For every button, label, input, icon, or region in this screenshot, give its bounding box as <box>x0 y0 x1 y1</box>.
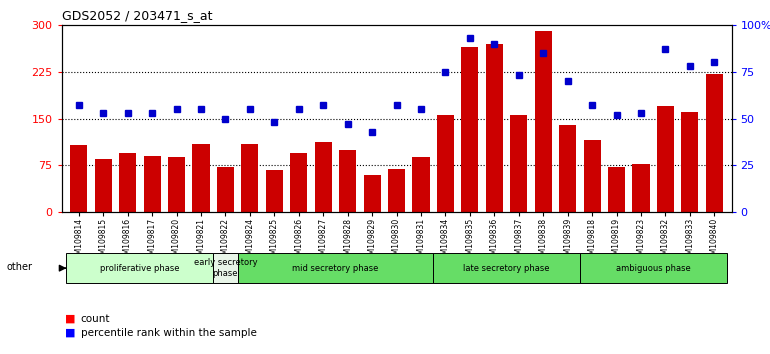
Bar <box>434 253 580 283</box>
Bar <box>461 47 478 212</box>
Bar <box>632 164 650 212</box>
Text: ■: ■ <box>65 314 76 324</box>
Bar <box>241 144 259 212</box>
Bar <box>168 158 185 212</box>
Bar <box>339 150 357 212</box>
Text: percentile rank within the sample: percentile rank within the sample <box>81 328 256 338</box>
Bar <box>580 253 727 283</box>
Bar <box>437 115 454 212</box>
Bar <box>95 159 112 212</box>
Text: other: other <box>6 262 32 272</box>
Bar <box>363 175 380 212</box>
Text: proliferative phase: proliferative phase <box>100 264 179 273</box>
Bar <box>119 153 136 212</box>
Bar <box>266 170 283 212</box>
Bar <box>315 142 332 212</box>
Bar <box>681 112 698 212</box>
Bar <box>486 44 503 212</box>
Bar <box>706 74 723 212</box>
Text: ambiguous phase: ambiguous phase <box>616 264 691 273</box>
Bar <box>66 253 213 283</box>
Bar <box>213 253 238 283</box>
Text: GDS2052 / 203471_s_at: GDS2052 / 203471_s_at <box>62 9 212 22</box>
Bar <box>238 253 434 283</box>
Text: early secretory
phase: early secretory phase <box>193 258 257 278</box>
Text: ■: ■ <box>65 328 76 338</box>
Bar <box>192 144 209 212</box>
Bar <box>608 167 625 212</box>
Bar <box>290 153 307 212</box>
Bar <box>70 145 87 212</box>
Bar <box>511 115 527 212</box>
Text: late secretory phase: late secretory phase <box>464 264 550 273</box>
Bar <box>657 106 674 212</box>
Bar <box>584 141 601 212</box>
Bar <box>413 158 430 212</box>
Bar <box>388 169 405 212</box>
Bar <box>534 31 552 212</box>
Text: count: count <box>81 314 110 324</box>
Bar <box>217 167 234 212</box>
Text: mid secretory phase: mid secretory phase <box>293 264 379 273</box>
Bar <box>143 156 161 212</box>
Bar <box>559 125 576 212</box>
